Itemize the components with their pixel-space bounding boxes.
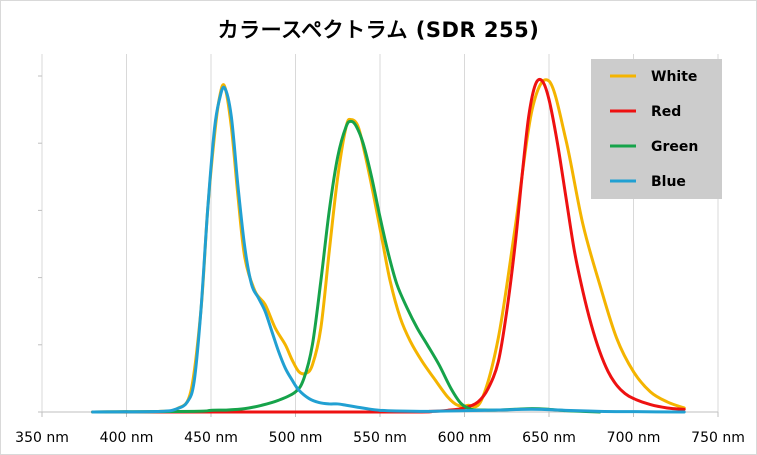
chart-title: カラースペクトラム (SDR 255): [217, 18, 540, 42]
x-tick-label: 450 nm: [184, 430, 238, 446]
legend: White Red Green Blue: [591, 59, 722, 199]
x-tick-label: 750 nm: [691, 430, 745, 446]
legend-box: [591, 59, 722, 199]
x-tick-label: 350 nm: [15, 430, 69, 446]
legend-label-white: White: [651, 69, 697, 85]
x-tick-label: 500 nm: [269, 430, 323, 446]
x-tick-label: 550 nm: [353, 430, 407, 446]
legend-label-red: Red: [651, 104, 681, 120]
series-line-white: [91, 78, 686, 414]
series-line-blue: [91, 85, 686, 414]
series-layer: [91, 77, 686, 414]
x-tick-label: 400 nm: [100, 430, 154, 446]
grid-layer: [41, 54, 719, 412]
x-tick-label: 650 nm: [522, 430, 576, 446]
x-tick-label: 600 nm: [438, 430, 492, 446]
legend-label-blue: Blue: [651, 174, 686, 190]
x-tick-label: 700 nm: [607, 430, 661, 446]
legend-label-green: Green: [651, 139, 698, 155]
